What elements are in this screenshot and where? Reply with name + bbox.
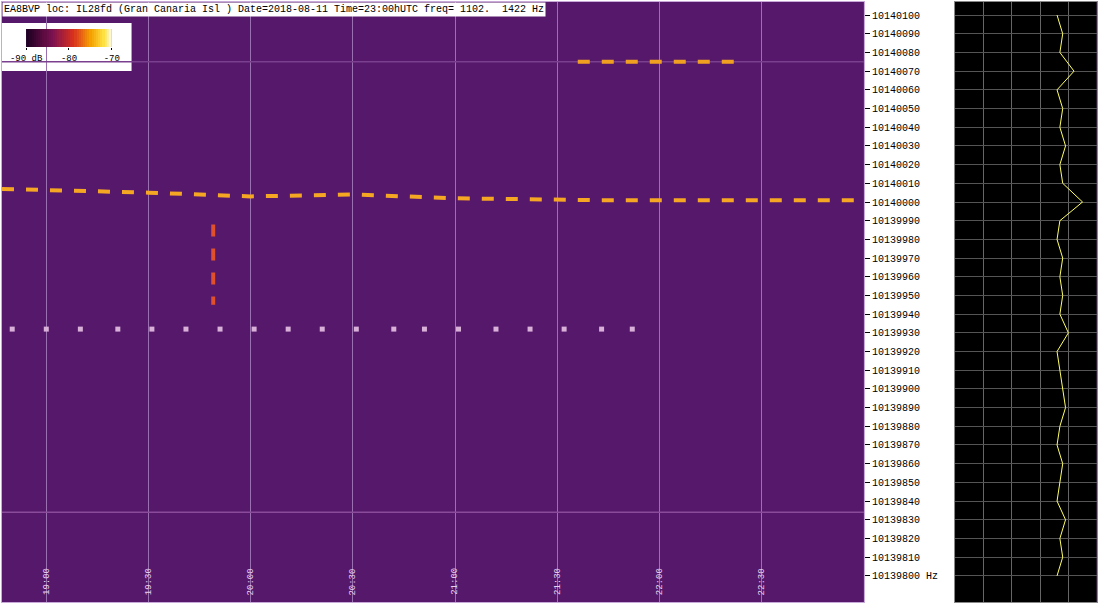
svg-text:10140070: 10140070 bbox=[872, 67, 920, 78]
svg-text:10139990: 10139990 bbox=[872, 216, 920, 227]
svg-text:22:00: 22:00 bbox=[655, 568, 665, 595]
svg-text:22:30: 22:30 bbox=[757, 568, 767, 595]
svg-text:10139860: 10139860 bbox=[872, 459, 920, 470]
svg-text:10139830: 10139830 bbox=[872, 515, 920, 526]
svg-text:10140100: 10140100 bbox=[872, 11, 920, 22]
svg-text:10139940: 10139940 bbox=[872, 310, 920, 321]
svg-text:21:30: 21:30 bbox=[553, 568, 563, 595]
svg-text:-80: -80 bbox=[61, 54, 77, 64]
svg-text:21:00: 21:00 bbox=[450, 568, 460, 595]
svg-text:10139960: 10139960 bbox=[872, 272, 920, 283]
svg-text:10139950: 10139950 bbox=[872, 291, 920, 302]
svg-text:-70: -70 bbox=[104, 54, 120, 64]
svg-text:10140030: 10140030 bbox=[872, 141, 920, 152]
svg-text:10140080: 10140080 bbox=[872, 48, 920, 59]
svg-text:20:30: 20:30 bbox=[348, 569, 358, 596]
svg-text:-90 dB: -90 dB bbox=[10, 54, 43, 64]
svg-text:19:30: 19:30 bbox=[144, 568, 154, 595]
svg-text:10139880: 10139880 bbox=[872, 422, 920, 433]
svg-text:10139840: 10139840 bbox=[872, 497, 920, 508]
svg-text:10139820: 10139820 bbox=[872, 534, 920, 545]
svg-text:10139970: 10139970 bbox=[872, 254, 920, 265]
svg-text:10139900: 10139900 bbox=[872, 384, 920, 395]
svg-text:10140090: 10140090 bbox=[872, 29, 920, 40]
svg-text:10139910: 10139910 bbox=[872, 366, 920, 377]
svg-text:10139800 Hz: 10139800 Hz bbox=[872, 571, 938, 582]
svg-text:19:00: 19:00 bbox=[42, 568, 52, 595]
svg-text:10139930: 10139930 bbox=[872, 328, 920, 339]
svg-text:10140020: 10140020 bbox=[872, 160, 920, 171]
svg-text:10139870: 10139870 bbox=[872, 440, 920, 451]
svg-text:10139980: 10139980 bbox=[872, 235, 920, 246]
svg-text:10140060: 10140060 bbox=[872, 85, 920, 96]
svg-text:10139920: 10139920 bbox=[872, 347, 920, 358]
svg-text:10140000: 10140000 bbox=[872, 198, 920, 209]
svg-text:10140050: 10140050 bbox=[872, 104, 920, 115]
svg-text:10139810: 10139810 bbox=[872, 553, 920, 564]
svg-text:20:00: 20:00 bbox=[246, 568, 256, 595]
svg-text:10139850: 10139850 bbox=[872, 478, 920, 489]
svg-text:10139890: 10139890 bbox=[872, 403, 920, 414]
svg-text:10140010: 10140010 bbox=[872, 179, 920, 190]
svg-text:10140040: 10140040 bbox=[872, 123, 920, 134]
svg-text:EA8BVP loc: IL28fd (Gran Canar: EA8BVP loc: IL28fd (Gran Canaria Isl ) D… bbox=[4, 4, 544, 15]
